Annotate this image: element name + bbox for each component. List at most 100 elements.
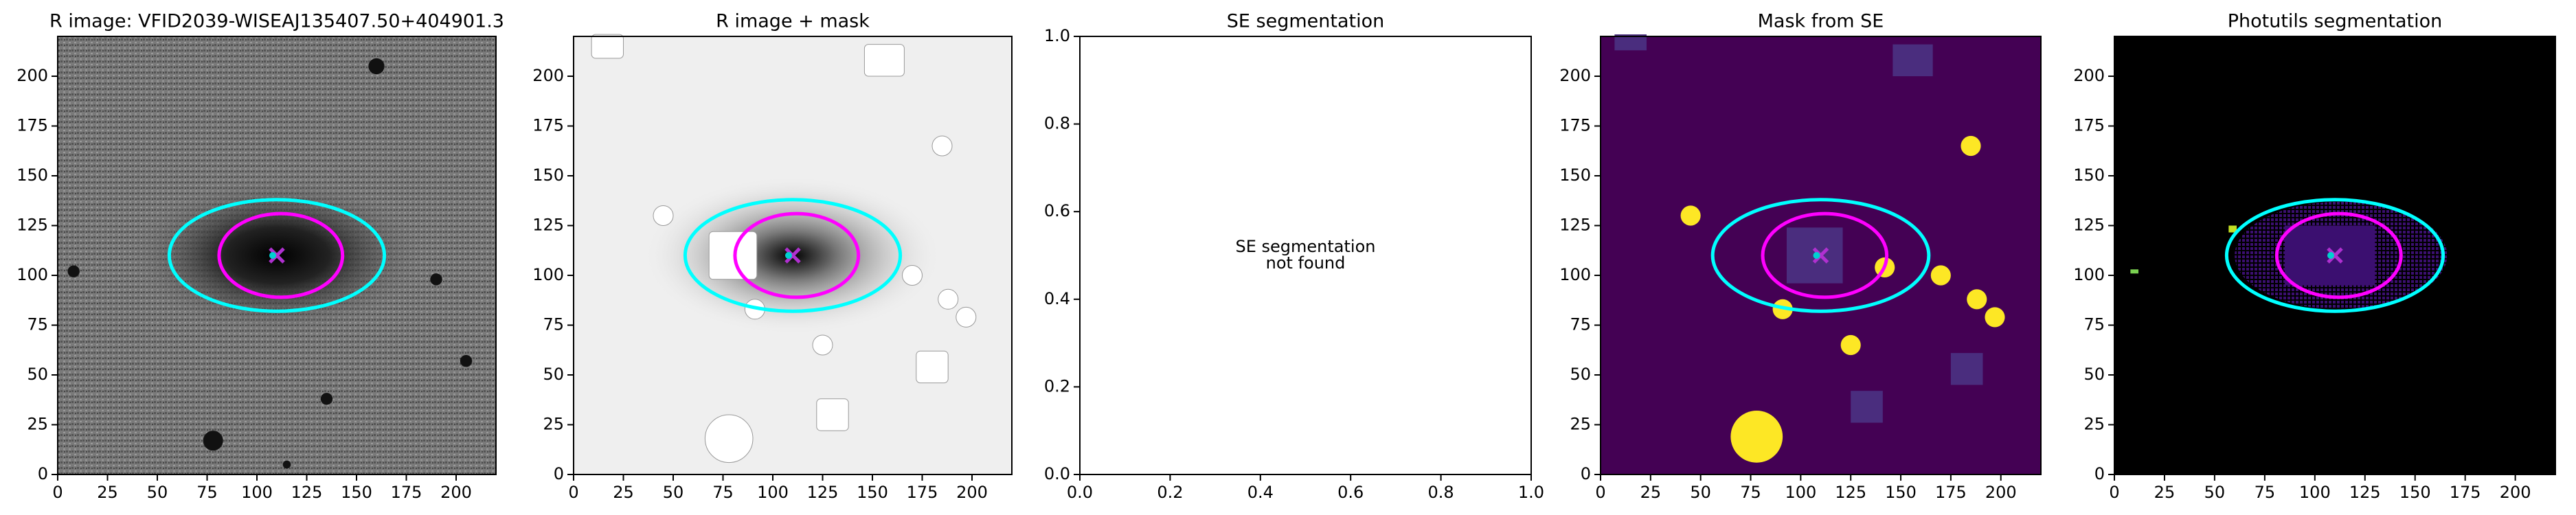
y-tick-label: 25 xyxy=(27,415,48,434)
x-tick-label: 125 xyxy=(1835,483,1866,502)
mask-circle xyxy=(704,414,754,464)
y-tick-label: 125 xyxy=(2073,216,2105,235)
x-tick-label: 0 xyxy=(52,483,63,502)
y-tick-label: 100 xyxy=(16,265,48,284)
y-tick-label: 25 xyxy=(2083,415,2105,434)
center-dot xyxy=(269,252,276,259)
y-tick-label: 0.4 xyxy=(1044,289,1070,308)
panel-title: SE segmentation xyxy=(1227,11,1384,32)
panel-title: Photutils segmentation xyxy=(2228,11,2443,32)
center-dot xyxy=(2327,252,2334,259)
x-tick-label: 150 xyxy=(857,483,888,502)
y-tick-label: 200 xyxy=(1559,66,1591,85)
x-tick-label: 0 xyxy=(1595,483,1605,502)
mask-circle xyxy=(931,135,953,157)
x-tick-label: 200 xyxy=(1985,483,2017,502)
y-tick-label: 175 xyxy=(16,116,48,135)
mask-circle xyxy=(902,265,923,286)
mask-box xyxy=(1950,353,1983,385)
mask-circle xyxy=(812,334,833,356)
star xyxy=(460,355,473,367)
mask-circle xyxy=(956,306,977,328)
x-tick-label: 25 xyxy=(613,483,634,502)
star xyxy=(368,58,385,75)
aperture-ellipse xyxy=(1710,198,1931,313)
x-tick-label: 50 xyxy=(1690,483,1711,502)
y-tick-label: 25 xyxy=(1570,415,1591,434)
y-tick-label: 150 xyxy=(2073,165,2105,185)
x-tick-label: 50 xyxy=(147,483,168,502)
y-tick-label: 75 xyxy=(543,315,564,334)
y-tick-label: 175 xyxy=(2073,116,2105,135)
x-tick-label: 75 xyxy=(2255,483,2276,502)
x-tick-label: 150 xyxy=(341,483,372,502)
mask-blob xyxy=(1840,334,1861,356)
y-tick-label: 75 xyxy=(1570,315,1591,334)
mask-box xyxy=(591,34,624,59)
x-tick-label: 0.8 xyxy=(1428,483,1454,502)
axes-frame xyxy=(57,36,497,475)
x-tick-label: 125 xyxy=(2349,483,2381,502)
mask-blob xyxy=(1961,135,1981,157)
mask-box xyxy=(1614,34,1647,51)
star xyxy=(282,460,291,469)
aperture-ellipse xyxy=(2224,198,2445,313)
y-tick-label: 0.0 xyxy=(1044,464,1070,483)
y-tick-label: 100 xyxy=(1559,265,1591,284)
mask-box xyxy=(1893,44,1933,76)
x-tick-label: 125 xyxy=(291,483,323,502)
source xyxy=(2130,269,2139,274)
x-tick-label: 50 xyxy=(2204,483,2226,502)
y-tick-label: 0 xyxy=(2094,464,2105,483)
y-tick-label: 125 xyxy=(16,216,48,235)
mask-blob xyxy=(1930,265,1951,286)
y-tick-label: 150 xyxy=(16,165,48,185)
y-tick-label: 0.2 xyxy=(1044,376,1070,396)
y-tick-label: 0 xyxy=(38,464,48,483)
y-tick-label: 50 xyxy=(1570,365,1591,384)
y-tick-label: 75 xyxy=(27,315,48,334)
annotation: not found xyxy=(1266,253,1346,273)
aperture-ellipse xyxy=(217,211,345,299)
x-tick-label: 200 xyxy=(440,483,472,502)
x-tick-label: 200 xyxy=(956,483,988,502)
x-tick-label: 150 xyxy=(1885,483,1917,502)
mask-blob xyxy=(1985,307,2005,328)
mask-circle xyxy=(653,205,674,226)
x-tick-label: 125 xyxy=(807,483,839,502)
y-tick-label: 0.8 xyxy=(1044,114,1070,133)
center-marker xyxy=(2327,247,2343,264)
mask-box xyxy=(708,231,758,280)
y-tick-label: 0 xyxy=(554,464,564,483)
y-tick-label: 0 xyxy=(1581,464,1591,483)
x-tick-label: 150 xyxy=(2399,483,2431,502)
y-tick-label: 50 xyxy=(543,365,564,384)
aperture-ellipse xyxy=(1761,211,1889,299)
panel-title: R image + mask xyxy=(716,11,870,32)
y-tick-label: 75 xyxy=(2083,315,2105,334)
mask-circle xyxy=(938,288,959,310)
y-tick-label: 175 xyxy=(532,116,564,135)
axes-frame xyxy=(573,36,1013,475)
y-tick-label: 25 xyxy=(543,415,564,434)
x-tick-label: 175 xyxy=(1935,483,1967,502)
mask-box xyxy=(916,350,949,384)
star xyxy=(430,273,442,286)
axes-frame xyxy=(1600,36,2042,475)
x-tick-label: 75 xyxy=(712,483,734,502)
aperture-ellipse xyxy=(733,211,861,299)
x-tick-label: 175 xyxy=(391,483,422,502)
center-dot xyxy=(1813,252,1820,259)
x-tick-label: 1.0 xyxy=(1518,483,1544,502)
panel-title: R image: VFID2039-WISEAJ135407.50+404901… xyxy=(49,11,504,32)
star xyxy=(320,393,333,405)
mask-blob xyxy=(1730,411,1783,463)
aperture-ellipse xyxy=(167,198,387,313)
x-tick-label: 0.4 xyxy=(1247,483,1274,502)
x-tick-label: 100 xyxy=(1785,483,1816,502)
y-tick-label: 150 xyxy=(1559,165,1591,185)
y-tick-label: 175 xyxy=(1559,116,1591,135)
star xyxy=(67,265,80,277)
y-tick-label: 200 xyxy=(16,66,48,85)
